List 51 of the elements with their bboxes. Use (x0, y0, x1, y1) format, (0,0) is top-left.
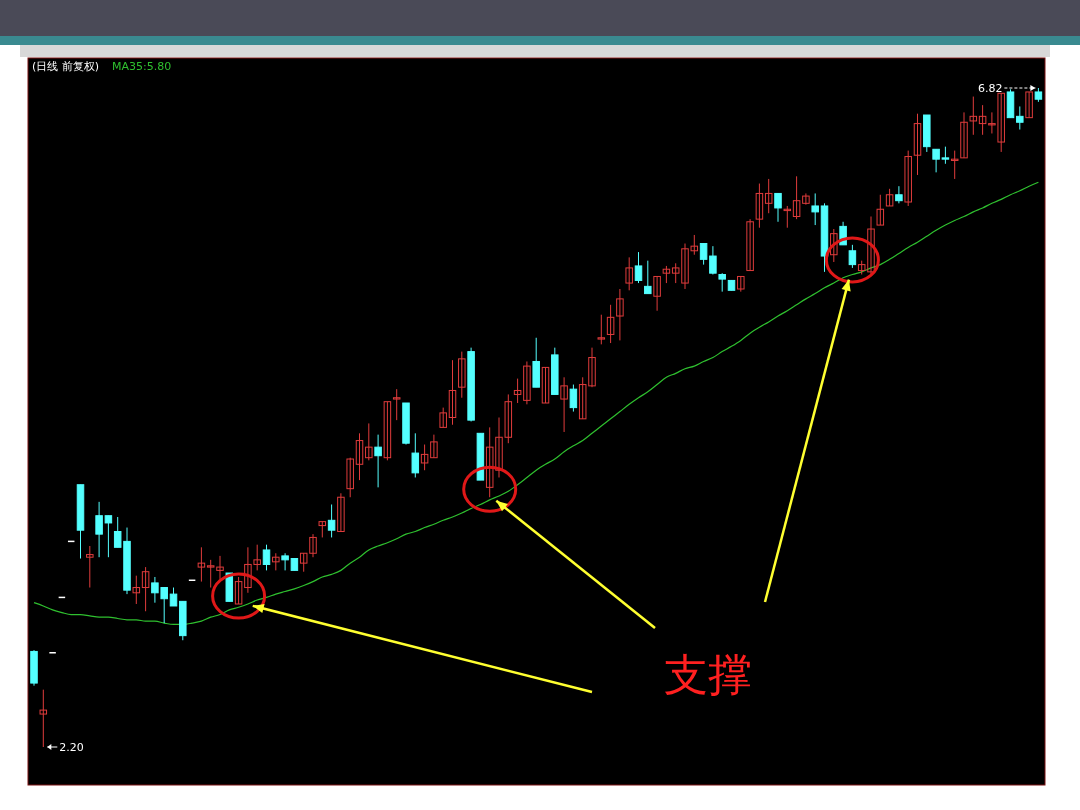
candlestick (848, 244, 857, 269)
candlestick (541, 366, 550, 404)
candlestick (374, 434, 382, 488)
candlestick (606, 304, 615, 344)
candlestick (392, 388, 401, 421)
candlestick (830, 228, 838, 263)
annotation: 6.82 (977, 82, 1003, 95)
candlestick (774, 192, 782, 223)
candlestick (746, 218, 754, 272)
candlestick (755, 183, 764, 229)
candlestick (383, 401, 392, 461)
candlestick (337, 492, 345, 533)
candlestick (634, 251, 643, 284)
candlestick (346, 457, 354, 498)
candlestick (169, 587, 178, 607)
text: MA35:5.80 (112, 60, 172, 73)
candlestick (197, 546, 206, 583)
candlestick (811, 192, 819, 226)
candlestick (355, 432, 364, 481)
candlestick (950, 150, 959, 180)
candlestick (1016, 105, 1024, 131)
candlestick (764, 178, 773, 214)
candlestick (653, 275, 661, 312)
candlestick (625, 256, 633, 291)
annotation: 2.20 (59, 741, 84, 754)
candlestick (141, 566, 150, 612)
candlestick (969, 96, 978, 136)
candlestick (597, 314, 606, 345)
candlestick (560, 376, 568, 433)
candlestick (1025, 91, 1033, 119)
candlestick (448, 359, 457, 426)
annotation: 支撑 (664, 649, 752, 700)
candlestick (895, 185, 903, 204)
candlestick (876, 194, 885, 226)
candlestick (616, 288, 624, 341)
candlestick (458, 351, 466, 399)
candlestick (327, 503, 336, 538)
candlestick (411, 432, 420, 478)
candlestick (365, 422, 373, 461)
chart-title: (日线 前复权) (32, 60, 100, 73)
candlestick (960, 111, 968, 159)
candlestick (132, 575, 141, 605)
candlestick (569, 384, 578, 413)
candlestick (913, 113, 922, 176)
candlestick (904, 150, 912, 207)
candlestick (262, 544, 271, 571)
candlestick (86, 545, 94, 589)
candlestick (644, 260, 652, 295)
candlestick (718, 272, 726, 293)
candlestick (783, 205, 792, 229)
candlestick (439, 407, 447, 428)
